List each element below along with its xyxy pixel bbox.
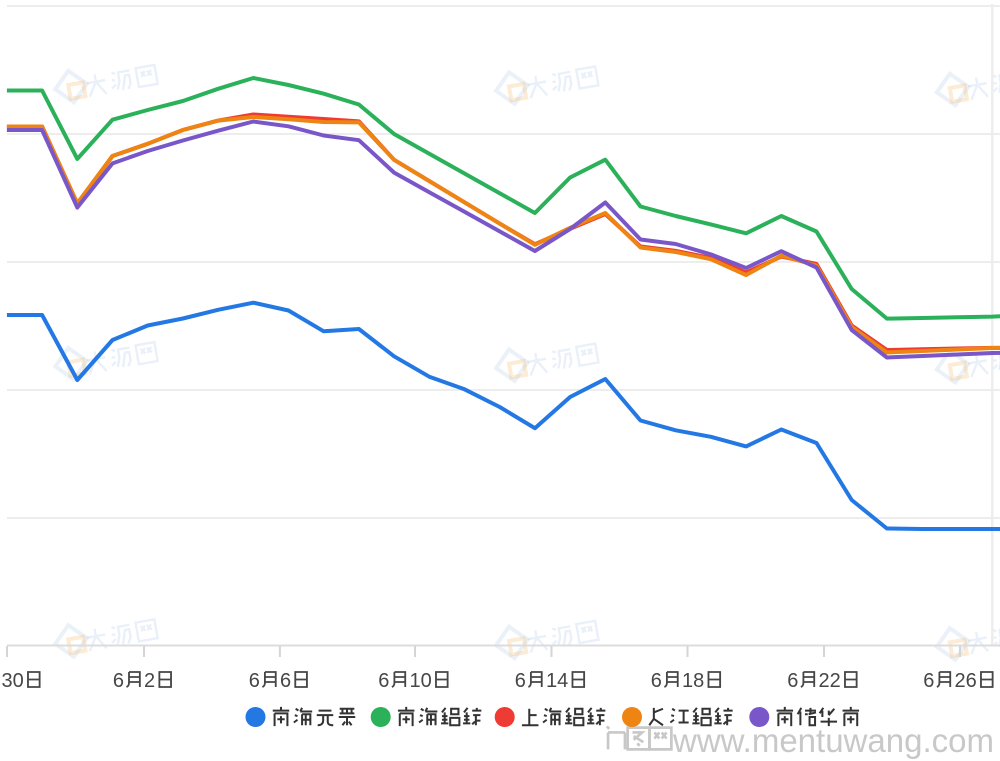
svg-text:6: 6 (113, 670, 124, 692)
svg-text:1: 1 (409, 670, 420, 692)
svg-text:6: 6 (651, 670, 662, 692)
svg-text:0: 0 (421, 670, 432, 692)
svg-text:6: 6 (280, 670, 291, 692)
svg-text:3: 3 (1, 670, 12, 692)
svg-text:6: 6 (378, 670, 389, 692)
svg-text:1: 1 (546, 670, 557, 692)
svg-text:www.mentuwang.com: www.mentuwang.com (672, 722, 994, 759)
svg-text:2: 2 (954, 670, 965, 692)
svg-text:6: 6 (787, 670, 798, 692)
svg-text:1: 1 (682, 670, 693, 692)
svg-text:4: 4 (557, 670, 568, 692)
svg-text:6: 6 (515, 670, 526, 692)
svg-text:2: 2 (144, 670, 155, 692)
svg-text:6: 6 (966, 670, 977, 692)
svg-text:8: 8 (693, 670, 704, 692)
svg-text:2: 2 (818, 670, 829, 692)
svg-text:2: 2 (830, 670, 841, 692)
svg-text:6: 6 (923, 670, 934, 692)
svg-text:0: 0 (13, 670, 24, 692)
svg-text:6: 6 (249, 670, 260, 692)
